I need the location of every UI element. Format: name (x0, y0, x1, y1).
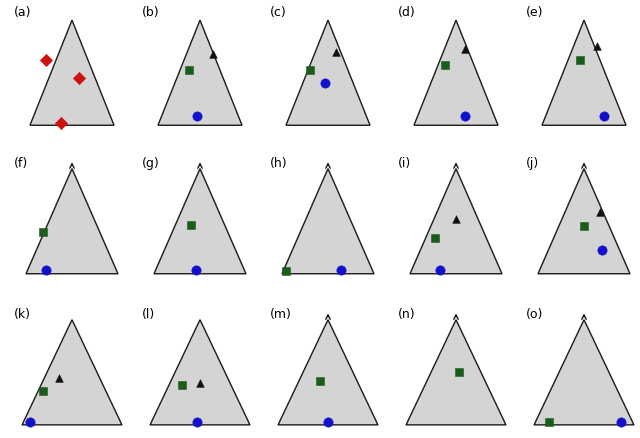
Polygon shape (154, 169, 246, 274)
Point (315, 378, 325, 385)
Polygon shape (278, 320, 378, 425)
Point (305, 67, 315, 74)
Point (191, 266, 201, 273)
Text: (n): (n) (398, 308, 415, 321)
Text: (l): (l) (142, 308, 156, 321)
Polygon shape (30, 20, 114, 125)
Point (460, 113, 470, 120)
Point (454, 369, 464, 376)
Point (579, 223, 589, 230)
Point (177, 382, 187, 389)
Polygon shape (534, 320, 634, 425)
Text: (a): (a) (14, 6, 31, 19)
Point (331, 48, 341, 55)
Text: (d): (d) (398, 6, 416, 19)
Text: (b): (b) (142, 6, 159, 19)
Polygon shape (542, 20, 626, 125)
Text: (k): (k) (14, 308, 31, 321)
Point (40, 56, 51, 63)
Point (25, 419, 35, 426)
Text: (h): (h) (270, 157, 287, 170)
Polygon shape (414, 20, 498, 125)
Point (56, 119, 67, 126)
Point (323, 419, 333, 426)
Text: (i): (i) (398, 157, 412, 170)
Point (38, 228, 48, 235)
Polygon shape (282, 169, 374, 274)
Polygon shape (286, 20, 370, 125)
Text: (m): (m) (270, 308, 292, 321)
Polygon shape (26, 169, 118, 274)
Point (451, 215, 461, 222)
Point (192, 419, 202, 426)
Point (430, 235, 440, 242)
Text: (o): (o) (526, 308, 543, 321)
Point (38, 387, 48, 394)
Polygon shape (406, 320, 506, 425)
Polygon shape (22, 320, 122, 425)
Point (281, 268, 291, 275)
Point (592, 43, 602, 50)
Point (598, 113, 609, 120)
Point (435, 266, 445, 273)
Point (186, 222, 196, 229)
Point (195, 379, 205, 386)
Point (543, 419, 554, 426)
Point (595, 208, 605, 215)
Text: (j): (j) (526, 157, 540, 170)
Point (208, 51, 218, 58)
Polygon shape (538, 169, 630, 274)
Point (74, 74, 84, 81)
Point (460, 46, 470, 53)
Point (575, 56, 585, 63)
Point (336, 266, 346, 273)
Point (184, 67, 195, 74)
Point (192, 113, 202, 120)
Point (616, 419, 626, 426)
Point (40, 266, 51, 273)
Point (54, 374, 64, 381)
Polygon shape (410, 169, 502, 274)
Polygon shape (158, 20, 242, 125)
Text: (c): (c) (270, 6, 287, 19)
Text: (e): (e) (526, 6, 543, 19)
Point (440, 61, 451, 68)
Point (597, 247, 607, 254)
Text: (g): (g) (142, 157, 160, 170)
Text: (f): (f) (14, 157, 28, 170)
Point (320, 80, 330, 87)
Polygon shape (150, 320, 250, 425)
